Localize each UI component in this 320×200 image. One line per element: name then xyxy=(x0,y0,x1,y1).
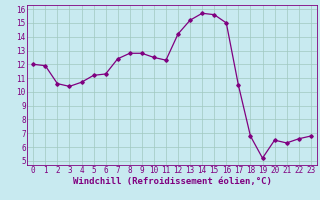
X-axis label: Windchill (Refroidissement éolien,°C): Windchill (Refroidissement éolien,°C) xyxy=(73,177,271,186)
